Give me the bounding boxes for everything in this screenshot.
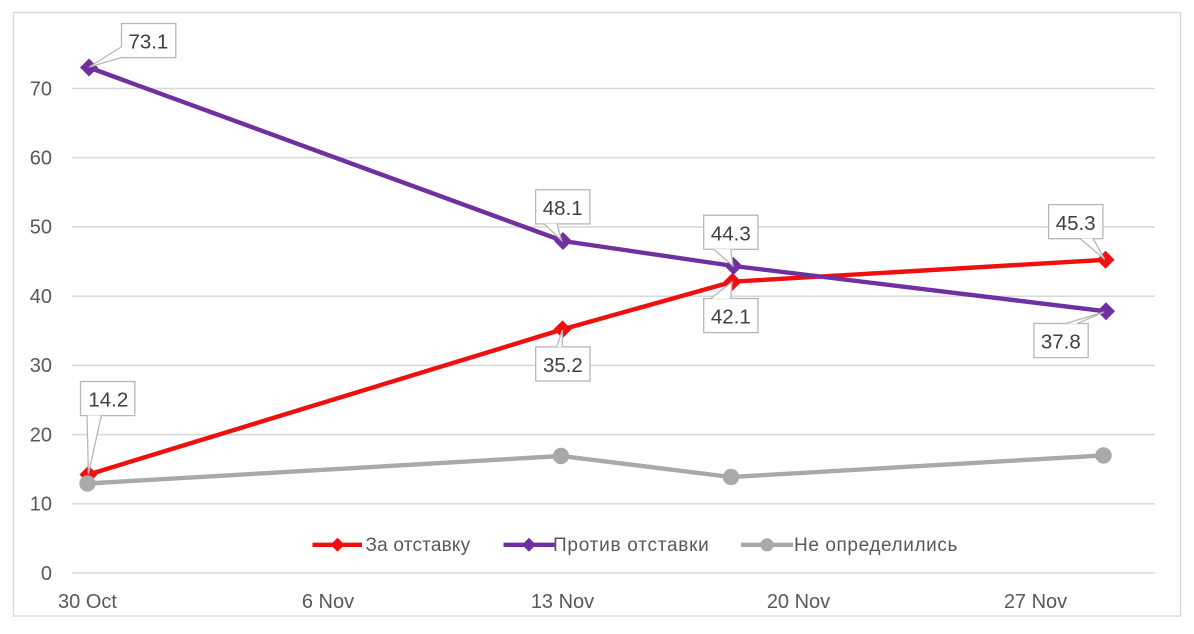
svg-text:За отставку: За отставку bbox=[366, 535, 471, 556]
svg-text:10: 10 bbox=[30, 494, 52, 516]
svg-text:70: 70 bbox=[30, 78, 52, 100]
svg-text:30: 30 bbox=[30, 355, 52, 377]
svg-text:60: 60 bbox=[30, 148, 52, 170]
svg-text:0: 0 bbox=[41, 563, 52, 585]
svg-text:13 Nov: 13 Nov bbox=[531, 591, 594, 613]
svg-text:48.1: 48.1 bbox=[543, 197, 583, 220]
svg-text:40: 40 bbox=[30, 286, 52, 308]
svg-text:45.3: 45.3 bbox=[1056, 212, 1096, 235]
svg-text:50: 50 bbox=[30, 217, 52, 239]
svg-text:27 Nov: 27 Nov bbox=[1004, 591, 1067, 613]
svg-text:44.3: 44.3 bbox=[711, 223, 751, 246]
svg-text:37.8: 37.8 bbox=[1041, 331, 1081, 354]
svg-text:Не определились: Не определились bbox=[794, 535, 958, 556]
svg-text:6 Nov: 6 Nov bbox=[302, 591, 354, 613]
svg-text:73.1: 73.1 bbox=[128, 31, 168, 54]
svg-text:42.1: 42.1 bbox=[711, 306, 751, 329]
svg-text:14.2: 14.2 bbox=[88, 389, 128, 412]
svg-text:30 Oct: 30 Oct bbox=[58, 591, 117, 613]
svg-text:Против отставки: Против отставки bbox=[553, 535, 710, 556]
svg-text:20 Nov: 20 Nov bbox=[767, 591, 830, 613]
svg-text:35.2: 35.2 bbox=[543, 354, 583, 377]
svg-text:20: 20 bbox=[30, 424, 52, 446]
